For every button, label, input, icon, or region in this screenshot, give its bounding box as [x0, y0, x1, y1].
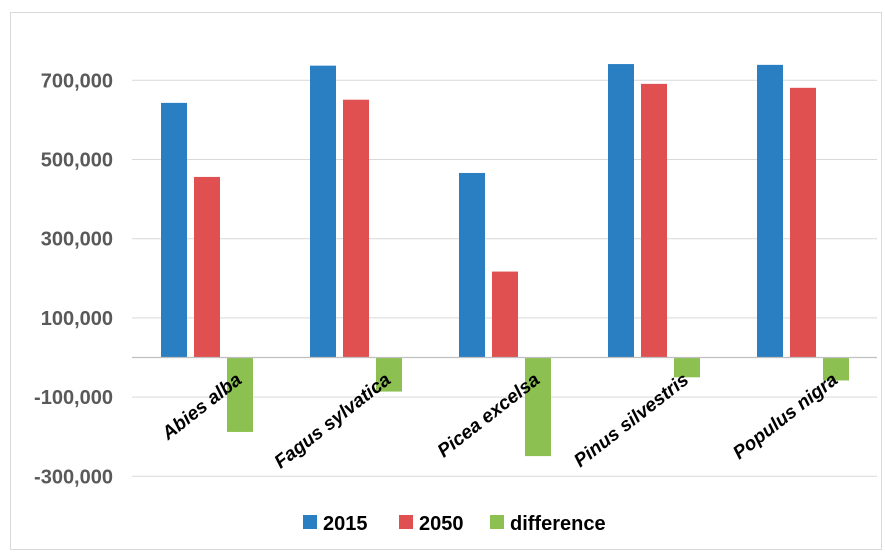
bar-2015-picea-excelsa	[459, 172, 485, 358]
legend: 2015 2050 difference	[303, 513, 606, 535]
legend-label-2050: 2050	[419, 513, 464, 535]
bar-difference-pinus-silvestris	[674, 357, 700, 378]
y-axis-tick-labels: -300,000 -100,000 100,000 300,000 500,000 700…	[34, 70, 113, 488]
legend-label-difference: difference	[510, 513, 606, 535]
bar-difference-fagus-sylvatica	[376, 357, 402, 392]
bar-2050-abies-alba	[194, 176, 220, 358]
grid-lines	[132, 79, 877, 477]
category-label: Populus nigra	[729, 369, 842, 464]
bar-2015-populus-nigra	[757, 64, 783, 358]
bar-difference-abies-alba	[227, 357, 253, 432]
bar-2050-picea-excelsa	[492, 271, 518, 358]
category-label: Fagus sylvatica	[271, 369, 396, 473]
chart-frame	[10, 12, 882, 550]
bar-difference-picea-excelsa	[525, 357, 551, 457]
category-label: Pinus silvestris	[570, 369, 693, 471]
legend-swatch-2015	[303, 515, 317, 529]
y-tick-label: -100,000	[34, 387, 113, 409]
bar-2050-fagus-sylvatica	[343, 99, 369, 358]
legend-swatch-difference	[490, 515, 504, 529]
y-tick-label: 500,000	[41, 150, 113, 172]
y-tick-label: 700,000	[41, 70, 113, 92]
bars	[161, 64, 849, 457]
legend-label-2015: 2015	[323, 513, 368, 535]
bar-difference-populus-nigra	[823, 357, 849, 381]
bar-2015-pinus-silvestris	[608, 64, 634, 358]
y-tick-label: -300,000	[34, 466, 113, 488]
bar-2050-pinus-silvestris	[641, 83, 667, 358]
y-tick-label: 300,000	[41, 229, 113, 251]
category-labels: Abies alba Fagus sylvatica Picea excelsa Pi…	[157, 369, 842, 473]
bar-2015-fagus-sylvatica	[310, 65, 336, 358]
legend-swatch-2050	[399, 515, 413, 529]
y-tick-label: 100,000	[41, 308, 113, 330]
bar-2015-abies-alba	[161, 102, 187, 358]
bar-2050-populus-nigra	[790, 87, 816, 358]
